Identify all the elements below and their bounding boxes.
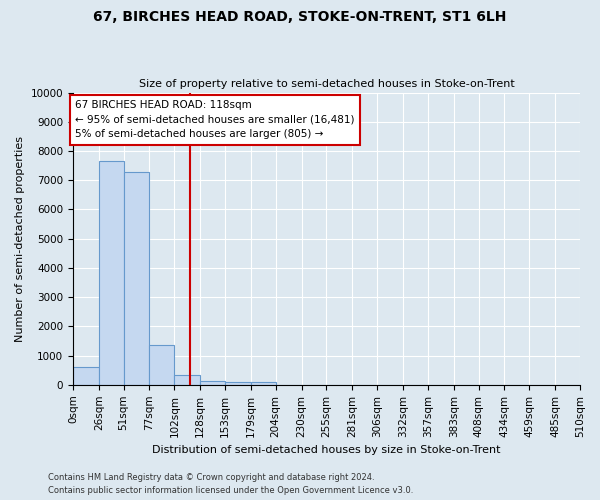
Title: Size of property relative to semi-detached houses in Stoke-on-Trent: Size of property relative to semi-detach… bbox=[139, 79, 514, 89]
Bar bbox=[73, 368, 99, 385]
Text: 67, BIRCHES HEAD ROAD, STOKE-ON-TRENT, ST1 6LH: 67, BIRCHES HEAD ROAD, STOKE-ON-TRENT, S… bbox=[94, 10, 506, 24]
Text: Contains HM Land Registry data © Crown copyright and database right 2024.
Contai: Contains HM Land Registry data © Crown c… bbox=[48, 474, 413, 495]
Bar bbox=[99, 161, 124, 385]
Bar bbox=[200, 380, 225, 385]
Text: 67 BIRCHES HEAD ROAD: 118sqm
← 95% of semi-detached houses are smaller (16,481)
: 67 BIRCHES HEAD ROAD: 118sqm ← 95% of se… bbox=[75, 100, 355, 140]
Y-axis label: Number of semi-detached properties: Number of semi-detached properties bbox=[15, 136, 25, 342]
Bar bbox=[149, 345, 175, 385]
Bar bbox=[225, 382, 251, 385]
Bar bbox=[124, 172, 149, 385]
Bar bbox=[175, 375, 200, 385]
Bar bbox=[251, 382, 276, 385]
X-axis label: Distribution of semi-detached houses by size in Stoke-on-Trent: Distribution of semi-detached houses by … bbox=[152, 445, 501, 455]
